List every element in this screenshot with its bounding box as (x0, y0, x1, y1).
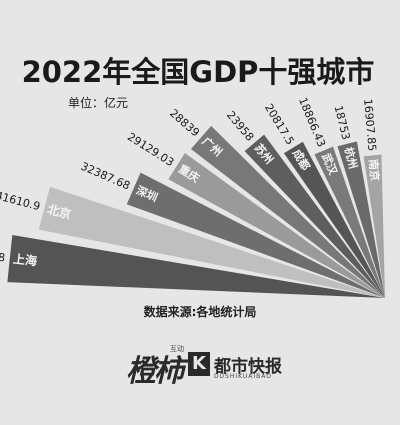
bar-6 (244, 134, 385, 298)
bar-4 (168, 153, 385, 298)
value-label-1: 44562.8 (0, 247, 6, 265)
bar-7 (283, 141, 385, 298)
bar-8 (314, 146, 385, 298)
logo-small-text: 互动 (170, 345, 184, 353)
city-label-1: 上海 (12, 251, 37, 268)
value-label-9: 18753 (332, 104, 353, 141)
unit-label: 单位：亿元 (68, 95, 128, 110)
bar-9 (337, 141, 385, 298)
brand-pinyin: DUSHIKUAIBAO (214, 373, 272, 380)
value-label-6: 23958 (224, 109, 256, 144)
city-label-10: 南京 (366, 158, 382, 181)
k-logo-icon: K (188, 352, 210, 376)
bar-10 (363, 154, 385, 298)
bar-1 (7, 234, 385, 298)
value-label-2: 41610.9 (0, 189, 42, 213)
city-label-2: 北京 (46, 201, 73, 222)
source-label: 数据来源:各地统计局 (144, 304, 257, 319)
value-label-4: 29129.03 (125, 130, 176, 169)
bar-2 (38, 186, 385, 298)
value-label-5: 28839 (167, 107, 202, 140)
city-label-9: 杭州 (342, 146, 361, 171)
brand-area: 橙柿 互动 K 都市快报 DUSHIKUAIBAO (126, 342, 326, 402)
chart-title: 2022年全国GDP十强城市 (22, 55, 375, 89)
value-label-8: 18866.43 (296, 96, 328, 149)
value-label-10: 16907.85 (361, 98, 379, 151)
orange-persimmon-logo: 橙柿 (126, 354, 184, 389)
bar-5 (190, 125, 385, 298)
value-label-3: 32387.68 (79, 160, 132, 193)
brand-name: 都市快报 (214, 357, 282, 377)
bar-3 (126, 172, 386, 298)
